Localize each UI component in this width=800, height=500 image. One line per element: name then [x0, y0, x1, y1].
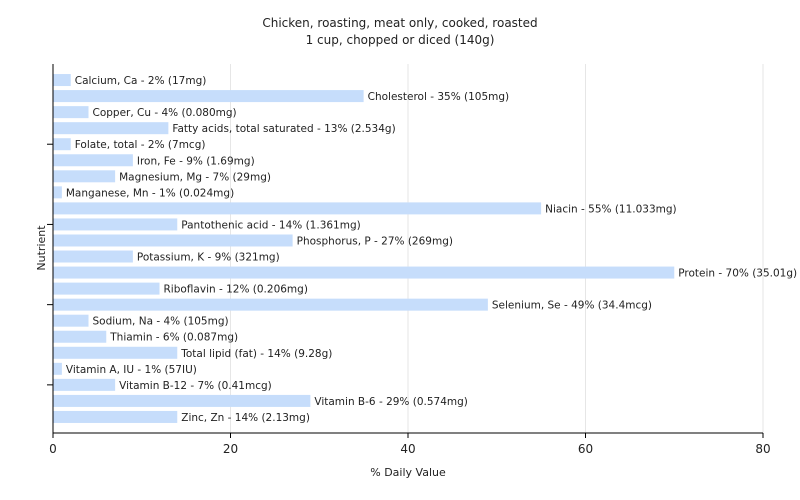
bar-11 [53, 250, 133, 263]
bar-3 [53, 122, 169, 135]
bar-label-14: Selenium, Se - 49% (34.4mcg) [492, 300, 652, 312]
bar-15 [53, 314, 89, 327]
bar-label-18: Vitamin A, IU - 1% (57IU) [66, 364, 197, 376]
grid-lines [230, 64, 764, 433]
bar-label-15: Sodium, Na - 4% (105mg) [93, 316, 229, 328]
bar-19 [53, 378, 116, 391]
bar-4 [53, 138, 71, 151]
bar-label-20: Vitamin B-6 - 29% (0.574mg) [314, 396, 468, 408]
bar-8 [53, 202, 542, 215]
x-tick-label-0: 0 [49, 442, 57, 456]
bar-label-11: Potassium, K - 9% (321mg) [137, 252, 280, 264]
bar-16 [53, 330, 107, 343]
chart-title: Chicken, roasting, meat only, cooked, ro… [262, 16, 537, 30]
bar-label-5: Iron, Fe - 9% (1.69mg) [137, 155, 255, 167]
bar-label-16: Thiamin - 6% (0.087mg) [109, 332, 238, 344]
axes: 0 20 40 60 80 [47, 64, 771, 456]
bar-7 [53, 186, 62, 199]
bars: Calcium, Ca - 2% (17mg) Cholesterol - 35%… [53, 74, 797, 424]
bar-label-8: Niacin - 55% (11.033mg) [545, 203, 677, 215]
bar-label-12: Protein - 70% (35.01g) [678, 268, 797, 280]
bar-14 [53, 298, 488, 311]
bar-9 [53, 218, 178, 231]
bar-label-1: Cholesterol - 35% (105mg) [368, 91, 510, 103]
bar-label-10: Phosphorus, P - 27% (269mg) [297, 235, 453, 247]
chart-subtitle: 1 cup, chopped or diced (140g) [306, 33, 495, 47]
bar-label-19: Vitamin B-12 - 7% (0.41mcg) [119, 380, 272, 392]
bar-1 [53, 90, 364, 103]
bar-12 [53, 266, 675, 279]
bar-label-21: Zinc, Zn - 14% (2.13mg) [181, 412, 310, 424]
bar-label-17: Total lipid (fat) - 14% (9.28g) [180, 348, 332, 360]
bar-label-3: Fatty acids, total saturated - 13% (2.53… [172, 123, 395, 135]
bar-10 [53, 234, 293, 247]
y-axis-title: Nutrient [35, 225, 48, 271]
bar-13 [53, 282, 160, 295]
x-tick-label-4: 80 [755, 442, 770, 456]
bar-20 [53, 394, 311, 407]
bar-label-6: Magnesium, Mg - 7% (29mg) [119, 171, 271, 183]
x-tick-label-1: 20 [223, 442, 238, 456]
bar-label-13: Riboflavin - 12% (0.206mg) [164, 284, 308, 296]
x-tick-label-2: 40 [400, 442, 415, 456]
bar-5 [53, 154, 133, 167]
bar-label-0: Calcium, Ca - 2% (17mg) [75, 75, 207, 87]
x-axis-title: % Daily Value [370, 466, 446, 479]
bar-21 [53, 410, 178, 423]
bar-label-2: Copper, Cu - 4% (0.080mg) [93, 107, 237, 119]
bar-18 [53, 362, 62, 375]
bar-17 [53, 346, 178, 359]
bar-2 [53, 106, 89, 119]
bar-label-9: Pantothenic acid - 14% (1.361mg) [181, 219, 360, 231]
bar-label-7: Manganese, Mn - 1% (0.024mg) [66, 187, 234, 199]
bar-6 [53, 170, 116, 183]
x-tick-label-3: 60 [578, 442, 593, 456]
bar-0 [53, 74, 71, 87]
bar-label-4: Folate, total - 2% (7mcg) [75, 139, 206, 151]
